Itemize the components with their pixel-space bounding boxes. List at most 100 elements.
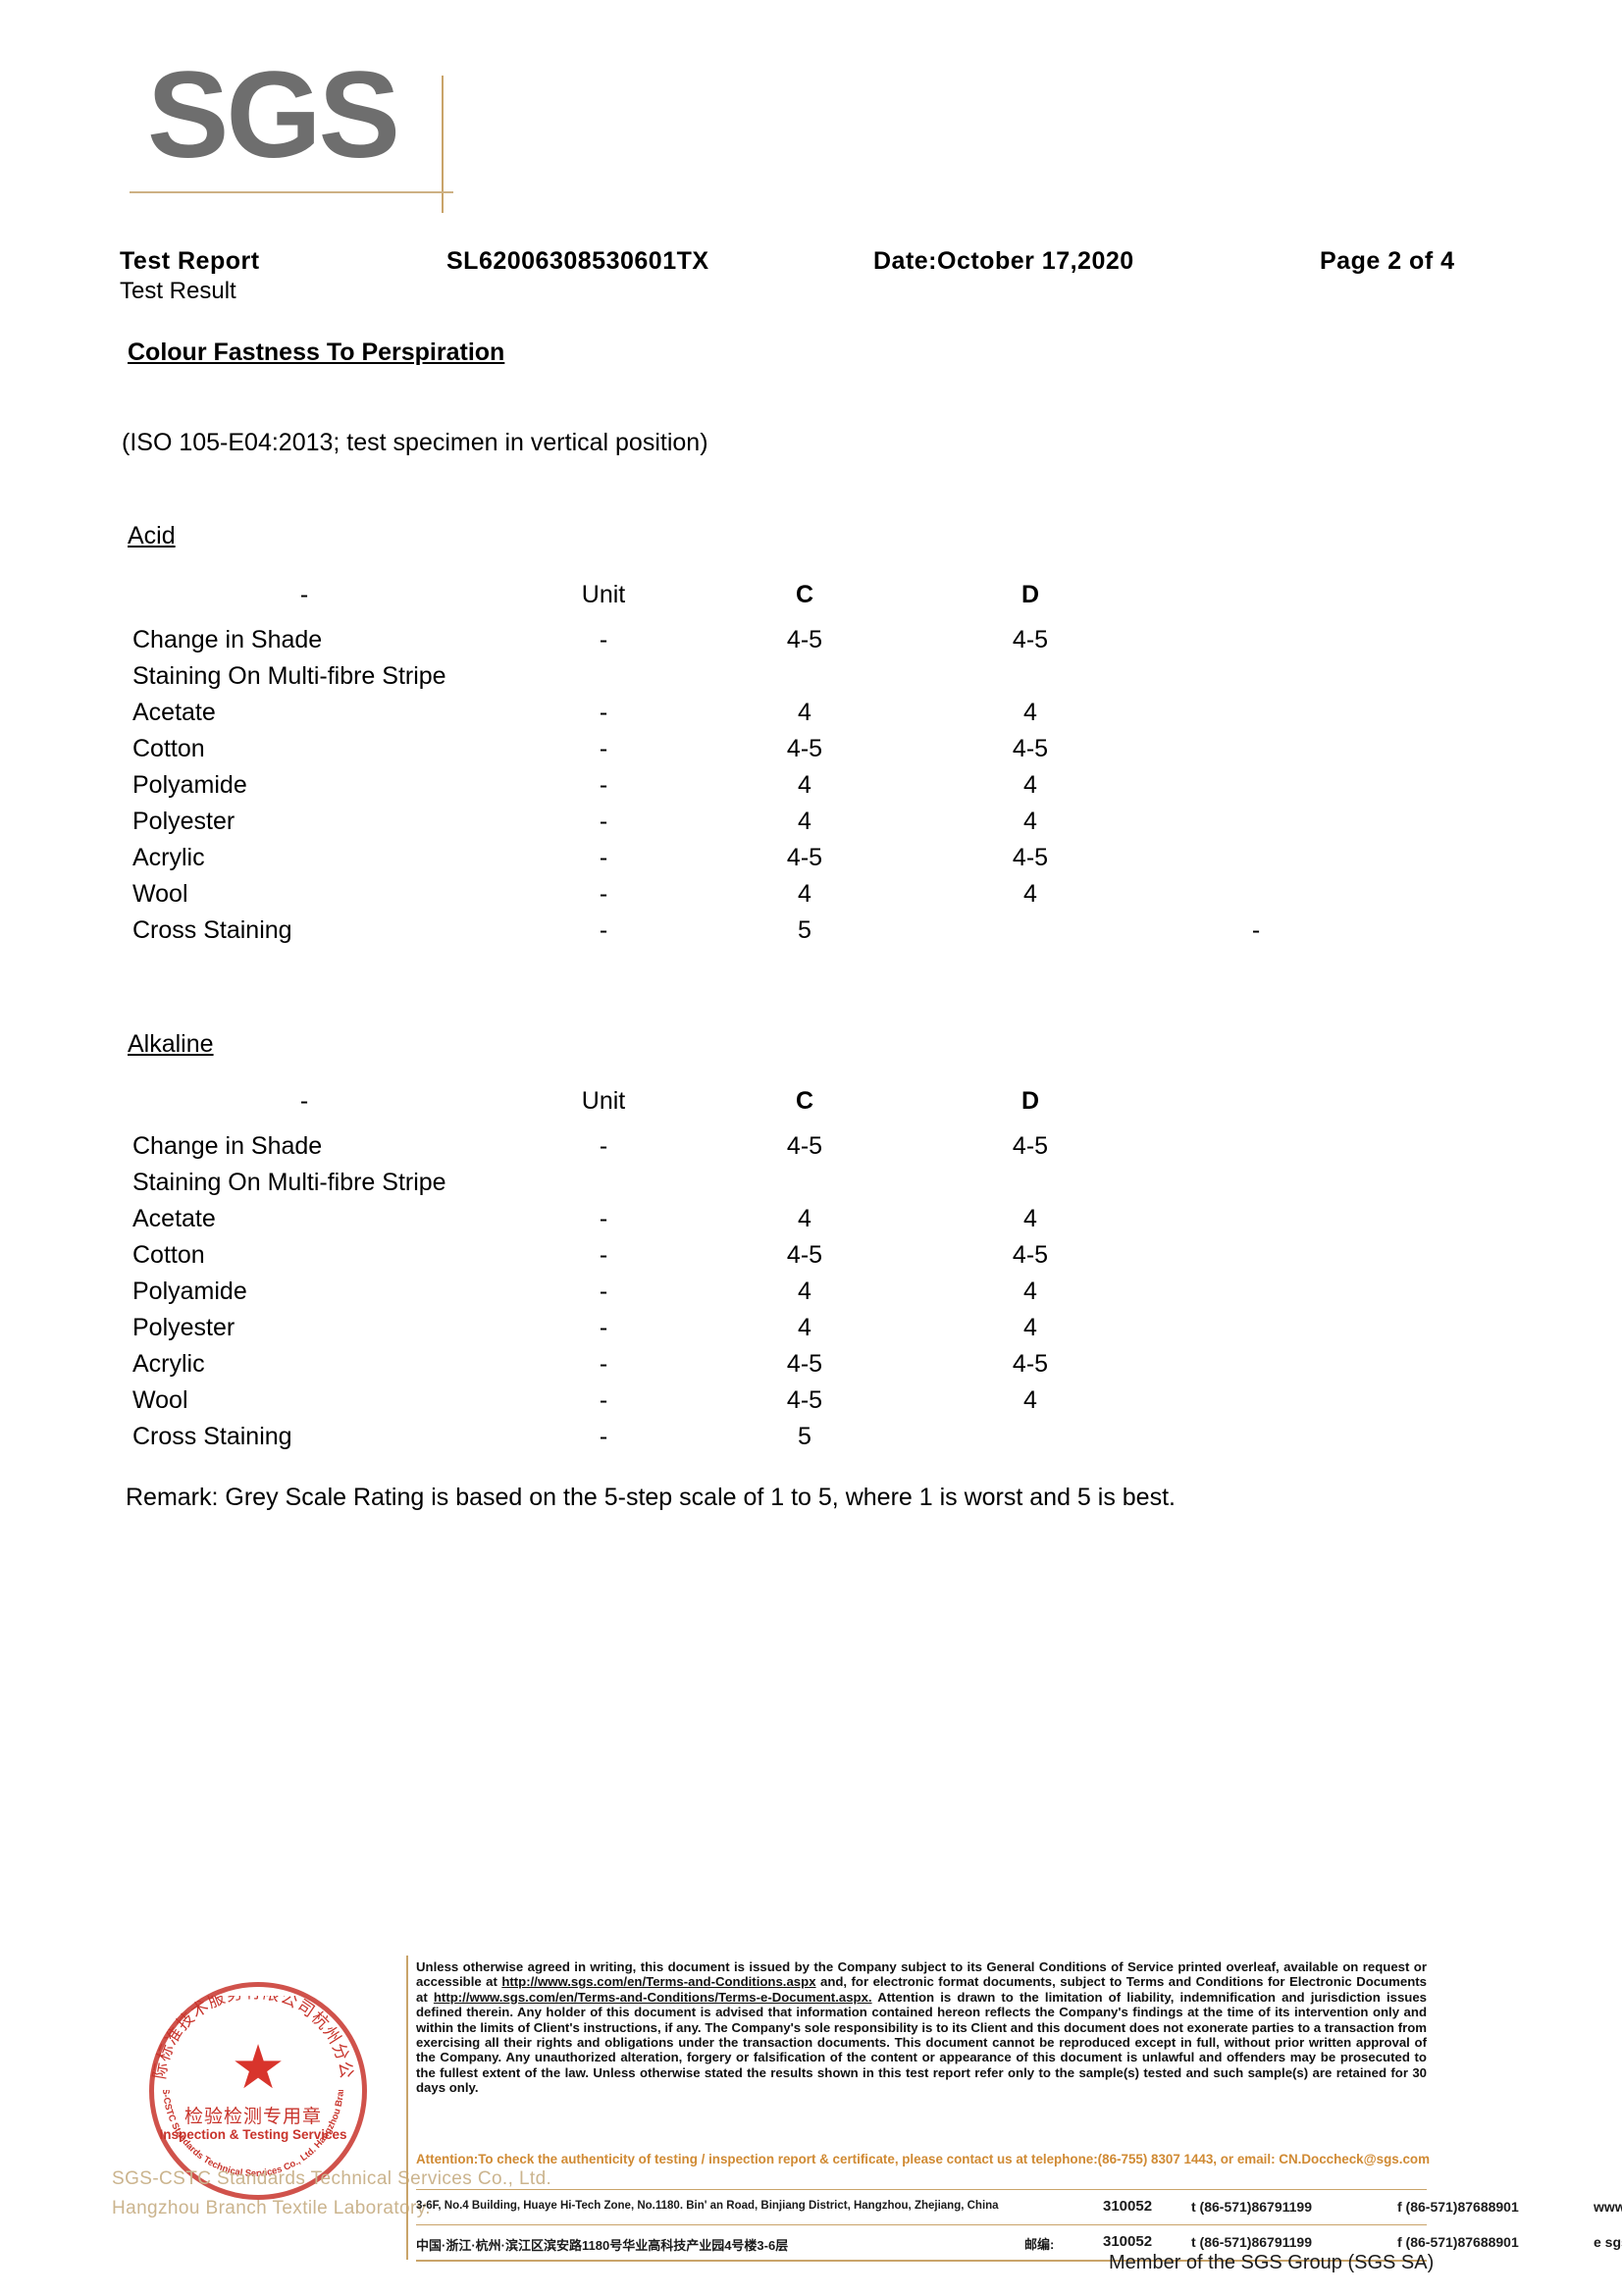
logo-horizontal-rule xyxy=(130,191,453,193)
row-value-d: 4-5 xyxy=(1012,1132,1049,1160)
footer-vertical-rule xyxy=(406,1956,408,2260)
row-value-d: 4 xyxy=(1023,699,1037,726)
table-row: Polyamide - 4 4 xyxy=(0,1278,1622,1314)
report-title: Test Report xyxy=(120,247,260,275)
row-value-d: 4-5 xyxy=(1012,735,1049,762)
column-header-unit: Unit xyxy=(581,581,626,608)
row-unit: - xyxy=(599,626,608,653)
row-value-c: 4-5 xyxy=(786,844,823,871)
row-unit: - xyxy=(599,1241,608,1269)
column-header-unit: Unit xyxy=(581,1087,626,1115)
row-value-c: 4-5 xyxy=(786,1350,823,1378)
row-value-c: 4 xyxy=(798,880,811,908)
legal-text-part1: Unless otherwise agreed in writing, this… xyxy=(416,1959,1427,1990)
table-row: Staining On Multi-fibre Stripe xyxy=(0,662,1622,699)
legal-disclaimer: Unless otherwise agreed in writing, this… xyxy=(416,1959,1427,2096)
attention-notice: Attention:To check the authenticity of t… xyxy=(416,2152,1430,2166)
test-result-label: Test Result xyxy=(120,278,236,304)
row-value-d: 4 xyxy=(1023,880,1037,908)
report-date: Date:October 17,2020 xyxy=(873,247,1134,275)
row-value-d: 4 xyxy=(1023,1205,1037,1232)
table-row: Polyester - 4 4 xyxy=(0,808,1622,844)
remark-note: Remark: Grey Scale Rating is based on th… xyxy=(126,1484,1176,1511)
table-row: Cross Staining - 5 xyxy=(0,1423,1622,1459)
table-row: Acetate - 4 4 xyxy=(0,1205,1622,1241)
report-number: SL62006308530601TX xyxy=(446,247,709,275)
table-row: Cross Staining - 5 - xyxy=(0,916,1622,953)
table-header-row: - Unit C D xyxy=(0,1087,1622,1132)
row-value-c: 4-5 xyxy=(786,1132,823,1160)
sgs-logo-text: SGS xyxy=(147,47,400,183)
address-tel-cn: t (86-571)86791199 xyxy=(1191,2234,1312,2250)
row-value-d: 4 xyxy=(1023,1386,1037,1414)
column-header-parameter: - xyxy=(299,581,309,608)
row-value-c: 4 xyxy=(798,699,811,726)
row-parameter: Acrylic xyxy=(132,844,205,871)
column-header-c: C xyxy=(795,581,814,608)
address-row-chinese: 中国·浙江·杭州·滨江区滨安路1180号华业高科技产业园4号楼3-6层 邮编: … xyxy=(416,2226,1622,2262)
row-unit: - xyxy=(599,771,608,799)
footer-rule-top xyxy=(416,2189,1427,2190)
row-value-c: 4-5 xyxy=(786,735,823,762)
table-row: Polyamide - 4 4 xyxy=(0,771,1622,808)
page-number: Page 2 of 4 xyxy=(1320,247,1455,275)
row-value-d: 4 xyxy=(1023,771,1037,799)
row-unit: - xyxy=(599,880,608,908)
row-value-c: 4 xyxy=(798,1278,811,1305)
footer-rule-bottom xyxy=(416,2260,1427,2262)
address-website[interactable]: www.sgsgroup.com.cn xyxy=(1594,2199,1622,2215)
row-value-c: 5 xyxy=(798,916,811,944)
row-parameter: Acetate xyxy=(132,699,216,726)
row-parameter: Change in Shade xyxy=(132,626,323,653)
row-value-d: 4-5 xyxy=(1012,1241,1049,1269)
row-unit: - xyxy=(599,1314,608,1341)
row-unit: - xyxy=(599,916,608,944)
terms-e-document-link[interactable]: http://www.sgs.com/en/Terms-and-Conditio… xyxy=(433,1989,872,2005)
row-value-d: 4 xyxy=(1023,808,1037,835)
acid-result-table: - Unit C D Change in Shade - 4-5 4-5 Sta… xyxy=(0,581,1622,953)
row-value-d: 4-5 xyxy=(1012,1350,1049,1378)
row-parameter: Acrylic xyxy=(132,1350,205,1378)
address-email[interactable]: e sgs.china@sgs.com xyxy=(1594,2234,1622,2250)
column-header-c: C xyxy=(795,1087,814,1115)
table-header-row: - Unit C D xyxy=(0,581,1622,626)
table-row: Cotton - 4-5 4-5 xyxy=(0,1241,1622,1278)
stamp-arc-bottom-text: SGS-CSTC Standards Technical Services Co… xyxy=(149,2090,346,2179)
row-parameter: Cotton xyxy=(132,1241,205,1269)
address-zip-en: 310052 xyxy=(1103,2198,1153,2215)
row-unit: - xyxy=(599,1350,608,1378)
address-fax-cn: f (86-571)87688901 xyxy=(1397,2234,1519,2250)
stamp-ring xyxy=(149,1982,367,2200)
table-row: Cotton - 4-5 4-5 xyxy=(0,735,1622,771)
section-title: Colour Fastness To Perspiration xyxy=(128,339,505,366)
row-value-d: 4-5 xyxy=(1012,626,1049,653)
row-parameter: Change in Shade xyxy=(132,1132,323,1160)
stamp-faded-line-1: SGS-CSTC Standards Technical Services Co… xyxy=(112,2168,552,2189)
row-unit: - xyxy=(599,1132,608,1160)
subsection-title-acid: Acid xyxy=(128,522,176,549)
address-zip-cn: 310052 xyxy=(1103,2233,1153,2250)
row-value-c: 4-5 xyxy=(786,1241,823,1269)
address-fax-en: f (86-571)87688901 xyxy=(1397,2199,1519,2215)
row-value-d: 4-5 xyxy=(1012,844,1049,871)
legal-text-part3: Attention is drawn to the limitation of … xyxy=(416,1989,1427,2096)
row-unit: - xyxy=(599,1423,608,1450)
table-row: Change in Shade - 4-5 4-5 xyxy=(0,1132,1622,1169)
column-header-d: D xyxy=(1020,1087,1040,1115)
sgs-logo: SGS xyxy=(130,47,481,213)
table-row: Acetate - 4 4 xyxy=(0,699,1622,735)
table-row: Wool - 4-5 4 xyxy=(0,1386,1622,1423)
stamp-center-en: Inspection & Testing Services xyxy=(159,2127,347,2142)
address-zip-label-cn: 邮编: xyxy=(1024,2237,1055,2252)
row-value-c: 4-5 xyxy=(786,626,823,653)
row-parameter: Wool xyxy=(132,880,188,908)
row-value-c: 4 xyxy=(798,1205,811,1232)
row-unit: - xyxy=(599,844,608,871)
row-parameter: Staining On Multi-fibre Stripe xyxy=(132,1169,446,1196)
row-value-c: 4-5 xyxy=(786,1386,823,1414)
address-row-english: 3-6F, No.4 Building, Huaye Hi-Tech Zone,… xyxy=(416,2191,1622,2226)
terms-conditions-link[interactable]: http://www.sgs.com/en/Terms-and-Conditio… xyxy=(501,1974,816,1990)
row-parameter: Staining On Multi-fibre Stripe xyxy=(132,662,446,690)
subsection-title-alkaline: Alkaline xyxy=(128,1030,214,1058)
